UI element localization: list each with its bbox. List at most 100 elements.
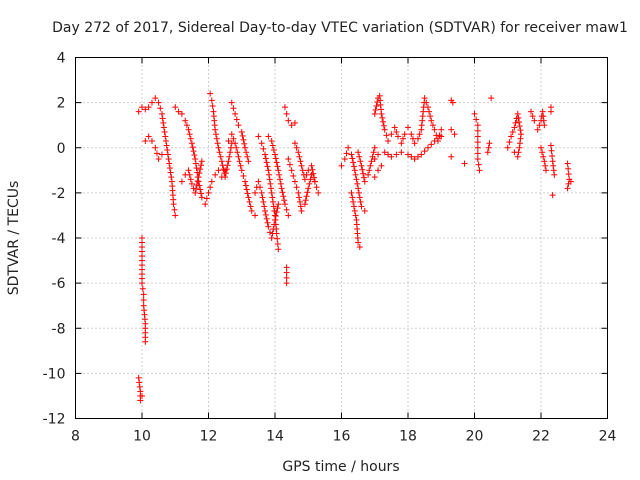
data-point	[365, 171, 372, 178]
data-point	[152, 144, 159, 151]
data-point	[298, 207, 305, 214]
data-point	[266, 176, 273, 183]
data-point	[273, 159, 280, 166]
data-point	[373, 103, 380, 110]
data-point	[248, 207, 255, 214]
data-point	[246, 198, 253, 205]
data-point	[196, 170, 203, 177]
data-point	[285, 156, 292, 163]
data-point	[265, 133, 272, 140]
data-point	[366, 167, 373, 174]
data-point	[414, 153, 421, 160]
data-point	[511, 124, 518, 131]
data-point	[309, 166, 316, 173]
data-point	[514, 110, 521, 117]
data-point	[474, 122, 481, 129]
data-point	[252, 212, 259, 219]
data-point	[135, 108, 142, 115]
data-point	[198, 158, 205, 165]
data-point	[270, 203, 277, 210]
data-point	[261, 203, 268, 210]
data-point	[217, 153, 224, 160]
data-point	[379, 114, 386, 121]
data-point	[541, 158, 548, 165]
data-point	[135, 374, 142, 381]
data-point	[270, 147, 277, 154]
data-point	[272, 213, 279, 220]
data-point	[564, 185, 571, 192]
data-point	[214, 140, 221, 147]
data-point	[307, 176, 314, 183]
data-point	[516, 144, 523, 151]
data-point	[164, 147, 171, 154]
data-point	[349, 155, 356, 162]
data-point	[308, 162, 315, 169]
data-point	[349, 194, 356, 201]
data-point	[421, 95, 428, 102]
data-point	[272, 155, 279, 162]
y-tick-label: -2	[52, 186, 66, 202]
data-point	[227, 149, 234, 156]
data-point	[388, 153, 395, 160]
data-point	[244, 153, 251, 160]
data-point	[474, 144, 481, 151]
data-point	[302, 197, 309, 204]
data-point	[273, 209, 280, 216]
data-point	[484, 149, 491, 156]
data-point	[189, 144, 196, 151]
data-point	[166, 160, 173, 167]
data-point	[209, 103, 216, 110]
data-point	[140, 291, 147, 298]
data-point	[172, 104, 179, 111]
data-point	[269, 142, 276, 149]
data-point	[549, 192, 556, 199]
data-point	[271, 221, 278, 228]
data-point	[274, 205, 281, 212]
data-point	[551, 171, 558, 178]
data-point	[414, 135, 421, 142]
data-point	[228, 131, 235, 138]
data-point	[381, 126, 388, 133]
data-point	[310, 170, 317, 177]
data-point	[350, 163, 357, 170]
data-point	[539, 149, 546, 156]
data-point	[303, 171, 310, 178]
data-point	[301, 201, 308, 208]
data-point	[272, 216, 278, 223]
data-point	[353, 176, 360, 183]
data-point	[550, 162, 557, 169]
data-point	[541, 122, 548, 129]
data-point	[291, 178, 298, 185]
data-point	[506, 139, 513, 146]
data-point	[140, 297, 147, 304]
data-point	[354, 180, 361, 187]
data-point	[192, 189, 199, 196]
data-point	[240, 172, 247, 179]
data-point	[360, 170, 367, 177]
data-point	[449, 99, 456, 106]
x-tick-label: 20	[466, 429, 484, 445]
x-axis-label: GPS time / hours	[282, 459, 399, 475]
data-point	[155, 99, 162, 106]
data-point	[355, 239, 362, 246]
y-tick-label: -6	[52, 276, 66, 292]
chart-title: Day 272 of 2017, Sidereal Day-to-day VTE…	[52, 20, 628, 36]
x-tick-label: 22	[532, 429, 550, 445]
data-point	[263, 215, 270, 222]
data-point	[222, 170, 229, 177]
data-point	[408, 153, 415, 160]
data-point	[356, 153, 363, 160]
data-point	[564, 160, 571, 167]
data-point	[424, 104, 431, 111]
data-point	[305, 167, 312, 174]
data-point	[197, 166, 204, 173]
data-point	[283, 280, 290, 287]
data-points	[135, 90, 574, 404]
data-point	[290, 172, 297, 179]
data-point	[139, 104, 145, 111]
data-point	[243, 186, 250, 193]
data-point	[257, 184, 264, 191]
data-point	[255, 178, 262, 185]
data-point	[296, 194, 303, 201]
